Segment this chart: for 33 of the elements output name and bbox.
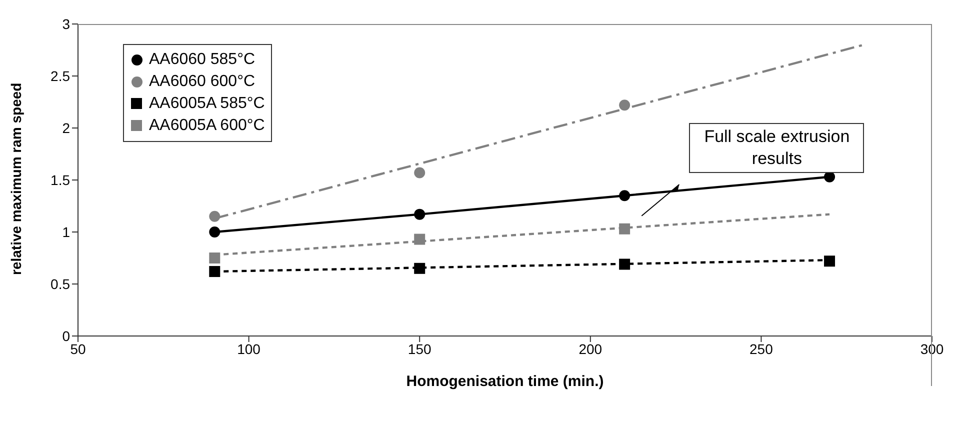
point: [414, 167, 426, 178]
legend-label: AA6005A 600°C: [149, 116, 265, 136]
legend-label: AA6060 585°C: [149, 50, 256, 70]
point: [209, 210, 220, 222]
point: [414, 234, 426, 245]
point: [414, 262, 426, 274]
point: [619, 258, 630, 270]
point: [209, 226, 220, 238]
y-tick-label: 2: [62, 120, 70, 136]
x-tick-label: 100: [237, 340, 261, 357]
x-tick-label: 200: [578, 340, 602, 357]
y-tick-label: 0.5: [50, 276, 70, 292]
legend-label: AA6005A 585°C: [149, 94, 265, 114]
y-tick-label: 0: [62, 328, 70, 344]
x-tick-label: 150: [408, 340, 432, 357]
y-axis-title: relative maximum ram speed: [8, 82, 24, 275]
x-axis-title: Homogenisation time (min.): [406, 373, 604, 390]
annotation: Full scale extrusion results: [689, 122, 864, 173]
point: [414, 208, 426, 220]
y-tick-label: 3: [62, 16, 70, 32]
point: [619, 100, 630, 111]
point: [209, 266, 220, 278]
legend-label: AA6060 600°C: [149, 72, 256, 92]
y-tick-label: 1: [62, 224, 70, 240]
x-tick-label: 250: [750, 340, 774, 357]
point: [209, 252, 220, 264]
x-tick-label: 50: [70, 340, 86, 357]
point: [619, 190, 630, 202]
point: [824, 256, 836, 267]
point: [619, 223, 630, 234]
y-tick-label: 1.5: [50, 172, 70, 188]
x-tick-label: 300: [920, 340, 944, 357]
y-tick-label: 2.5: [50, 68, 70, 84]
